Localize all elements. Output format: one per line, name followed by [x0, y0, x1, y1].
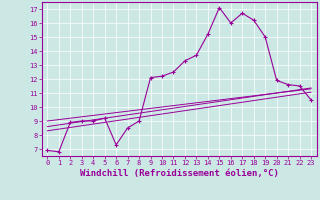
X-axis label: Windchill (Refroidissement éolien,°C): Windchill (Refroidissement éolien,°C) — [80, 169, 279, 178]
